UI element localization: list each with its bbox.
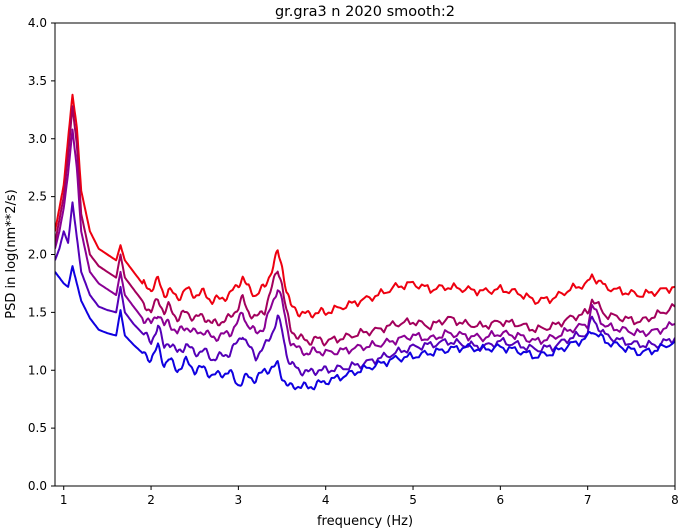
y-axis-label: PSD in log(nm**2/s) (4, 189, 19, 319)
x-axis-label: frequency (Hz) (317, 514, 413, 529)
y-tick-label: 1.0 (28, 363, 47, 377)
plot-frame (54, 22, 676, 487)
y-tick-label: 4.0 (28, 16, 47, 30)
y-tick-label: 0.5 (28, 421, 47, 435)
y-tick-label: 3.0 (28, 132, 47, 146)
series-line-5 (55, 265, 675, 391)
y-tick-label: 1.5 (28, 305, 47, 319)
x-tick-label: 5 (409, 493, 417, 507)
series-line-4 (55, 201, 675, 377)
series-line-2 (55, 105, 675, 347)
chart-title: gr.gra3 n 2020 smooth:2 (275, 4, 455, 20)
series-layer (55, 93, 675, 391)
x-tick-label: 8 (671, 493, 679, 507)
series-line-1 (55, 93, 675, 319)
x-tick-label: 4 (322, 493, 330, 507)
x-tick-label: 7 (584, 493, 592, 507)
y-tick-label: 2.5 (28, 190, 47, 204)
series-line-3 (55, 128, 675, 357)
plot-area (54, 22, 676, 487)
x-tick-label: 2 (147, 493, 155, 507)
x-tick-label: 1 (60, 493, 68, 507)
y-tick-label: 2.0 (28, 248, 47, 262)
y-tick-label: 3.5 (28, 74, 47, 88)
y-tick-label: 0.0 (28, 479, 47, 493)
x-tick-label: 3 (235, 493, 243, 507)
y-axis: 0.0 0.5 1.0 1.5 2.0 2.5 3.0 3.5 4.0 (28, 16, 55, 493)
x-tick-label: 6 (497, 493, 505, 507)
x-axis: 1 2 3 4 5 6 7 8 (60, 486, 679, 507)
